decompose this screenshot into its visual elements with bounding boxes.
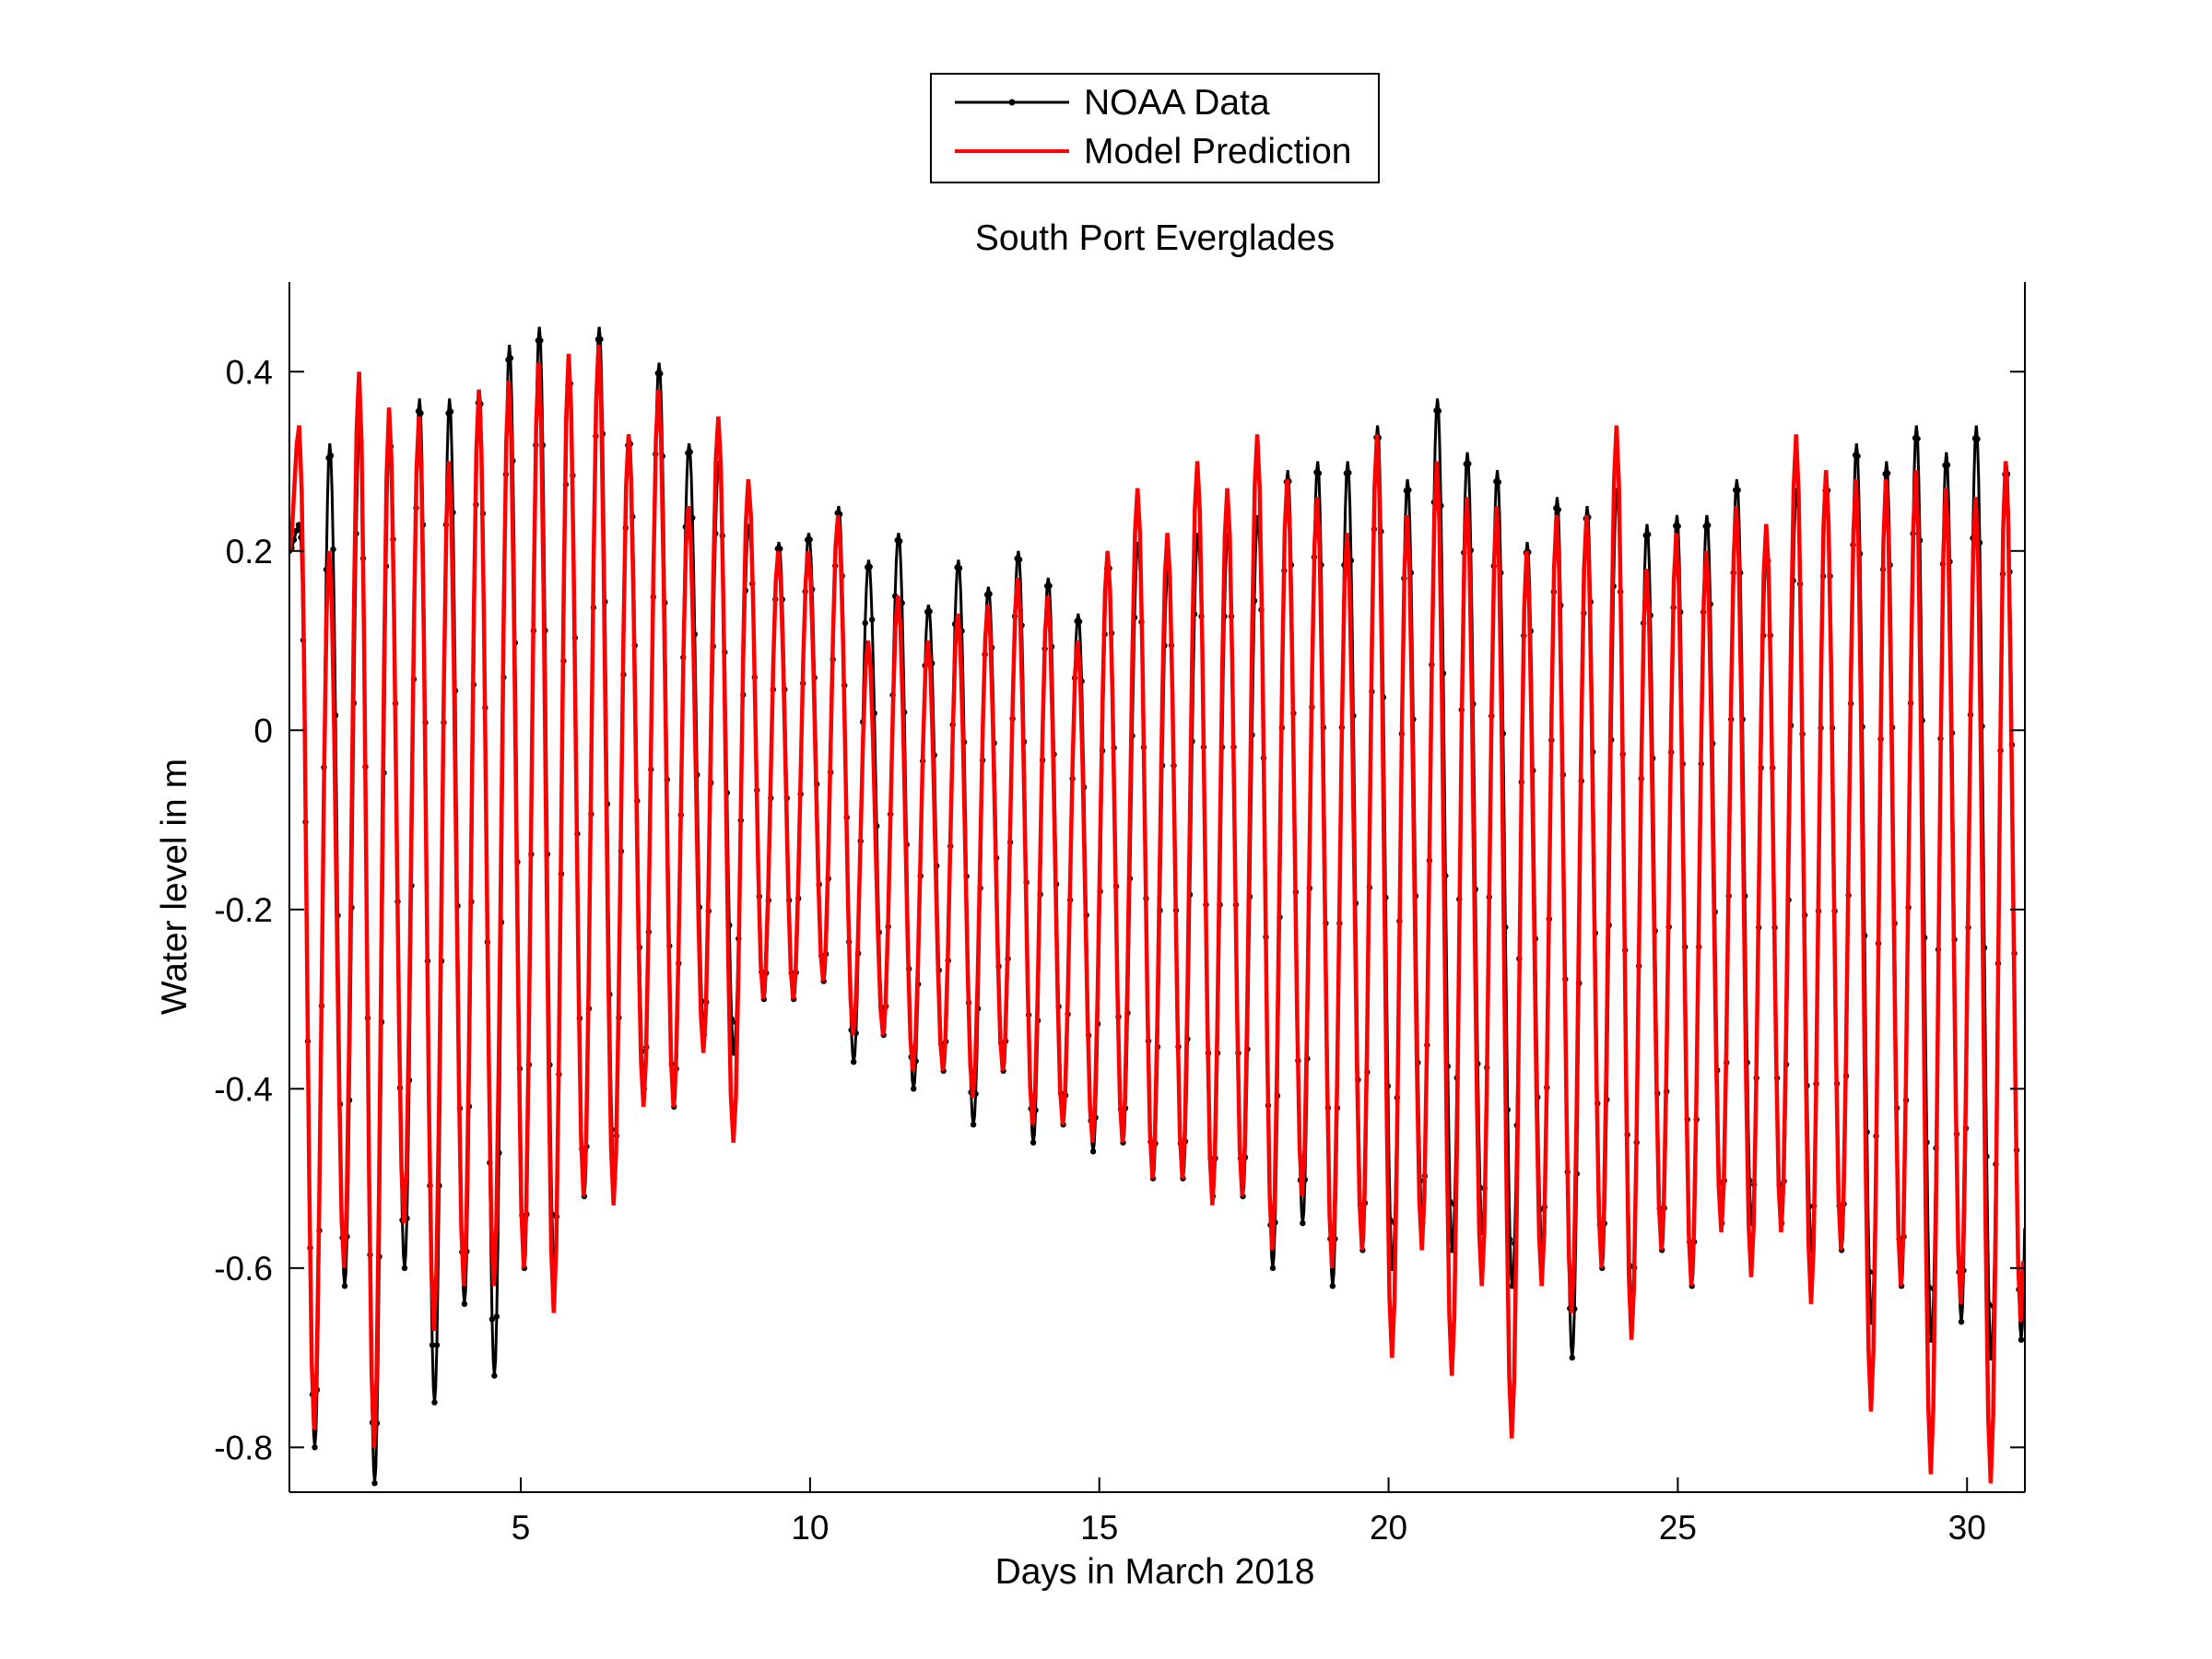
chart-title: South Port Everglades <box>975 218 1335 258</box>
legend-item-noaa: NOAA Data <box>955 83 1270 123</box>
data-point-noaa <box>911 1086 917 1092</box>
data-point-noaa <box>597 335 604 343</box>
data-point-noaa <box>956 565 963 571</box>
data-point-noaa <box>1884 470 1891 477</box>
legend-label-model: Model Prediction <box>1084 132 1351 171</box>
data-point-noaa <box>418 410 424 417</box>
data-point-noaa <box>327 453 335 459</box>
data-point-noaa <box>897 537 903 545</box>
x-tick-label: 25 <box>1659 1509 1697 1547</box>
data-point-noaa <box>862 619 868 627</box>
legend-item-model: Model Prediction <box>955 132 1351 171</box>
data-point-noaa <box>1974 436 1981 442</box>
data-point-noaa <box>537 337 544 344</box>
data-point-noaa <box>986 591 993 597</box>
data-point-noaa <box>1046 582 1053 589</box>
data-point-noaa <box>433 1342 441 1348</box>
data-point-noaa <box>341 1283 348 1289</box>
data-point-noaa <box>1315 470 1323 477</box>
data-point-noaa <box>1555 506 1562 513</box>
legend: NOAA Data Model Prediction <box>930 73 1380 183</box>
data-point-noaa <box>431 1399 438 1406</box>
data-point-noaa <box>806 536 813 543</box>
series-model-prediction <box>289 345 2025 1484</box>
data-point-noaa <box>851 1059 857 1065</box>
data-point-noaa <box>488 1316 496 1323</box>
y-tick-label: -0.6 <box>214 1250 273 1288</box>
data-point-noaa <box>1030 1139 1037 1146</box>
y-tick-label: -0.8 <box>214 1429 273 1466</box>
data-point-noaa <box>507 355 514 361</box>
series-line-noaa <box>289 326 2025 1484</box>
data-point-noaa <box>293 527 300 535</box>
data-point-noaa <box>461 1300 468 1308</box>
data-point-noaa <box>1958 1319 1965 1325</box>
data-point-noaa <box>1329 1283 1336 1289</box>
data-point-noaa <box>1016 556 1023 563</box>
data-point-noaa <box>330 546 336 553</box>
data-point-noaa <box>429 1342 436 1348</box>
series-line-model <box>289 345 2025 1484</box>
data-point-noaa <box>1269 1265 1277 1272</box>
data-point-noaa <box>1300 1220 1306 1227</box>
data-point-noaa <box>1089 1148 1097 1155</box>
x-tick-label: 30 <box>1948 1509 1986 1547</box>
x-tick-label: 15 <box>1080 1509 1118 1547</box>
data-point-noaa <box>869 617 876 623</box>
data-point-noaa <box>1675 523 1681 530</box>
y-tick-label: 0.2 <box>226 533 273 571</box>
data-point-noaa <box>777 546 783 552</box>
legend-label-noaa: NOAA Data <box>1084 83 1270 123</box>
data-point-noaa <box>2018 1336 2025 1343</box>
x-tick-label: 20 <box>1370 1509 1407 1547</box>
y-axis-label: Water level in m <box>155 759 194 1015</box>
data-point-noaa <box>371 1480 378 1487</box>
data-point-noaa <box>657 371 664 377</box>
data-point-noaa <box>1735 487 1741 493</box>
data-point-noaa <box>926 608 933 615</box>
data-point-noaa <box>1406 487 1412 493</box>
data-point-noaa <box>1465 460 1472 467</box>
legend-marker-noaa <box>1008 99 1016 106</box>
y-tick-label: 0 <box>253 712 273 749</box>
data-point-noaa <box>1569 1354 1576 1361</box>
data-point-noaa <box>1435 407 1442 415</box>
y-tick-label: 0.4 <box>226 353 273 391</box>
data-point-noaa <box>1076 618 1083 625</box>
data-point-noaa <box>295 522 302 528</box>
y-tick-label: -0.4 <box>214 1070 273 1108</box>
data-point-noaa <box>1346 469 1352 477</box>
data-point-noaa <box>1645 531 1652 538</box>
data-point-noaa <box>1495 478 1502 486</box>
plot-area: -0.8 -0.6 -0.4 -0.2 0 0.2 0.4 5 10 15 20 25 30 <box>214 282 2026 1547</box>
legend-box <box>930 73 1380 183</box>
x-tick-label: 5 <box>512 1509 531 1547</box>
data-point-noaa <box>401 1265 408 1272</box>
data-point-noaa <box>1914 435 1921 442</box>
data-point-noaa <box>491 1372 498 1379</box>
data-point-noaa <box>1944 462 1951 468</box>
data-point-noaa <box>866 563 873 571</box>
x-axis-label: Days in March 2018 <box>995 1552 1315 1592</box>
data-point-noaa <box>447 408 454 415</box>
data-point-noaa <box>1705 522 1712 529</box>
data-point-noaa <box>1854 453 1861 460</box>
data-point-noaa <box>970 1122 977 1128</box>
x-tick-label: 10 <box>791 1509 829 1547</box>
data-point-noaa <box>312 1444 318 1451</box>
data-point-noaa <box>687 449 693 455</box>
data-point-noaa <box>493 1313 500 1320</box>
y-tick-label: -0.2 <box>214 891 273 929</box>
